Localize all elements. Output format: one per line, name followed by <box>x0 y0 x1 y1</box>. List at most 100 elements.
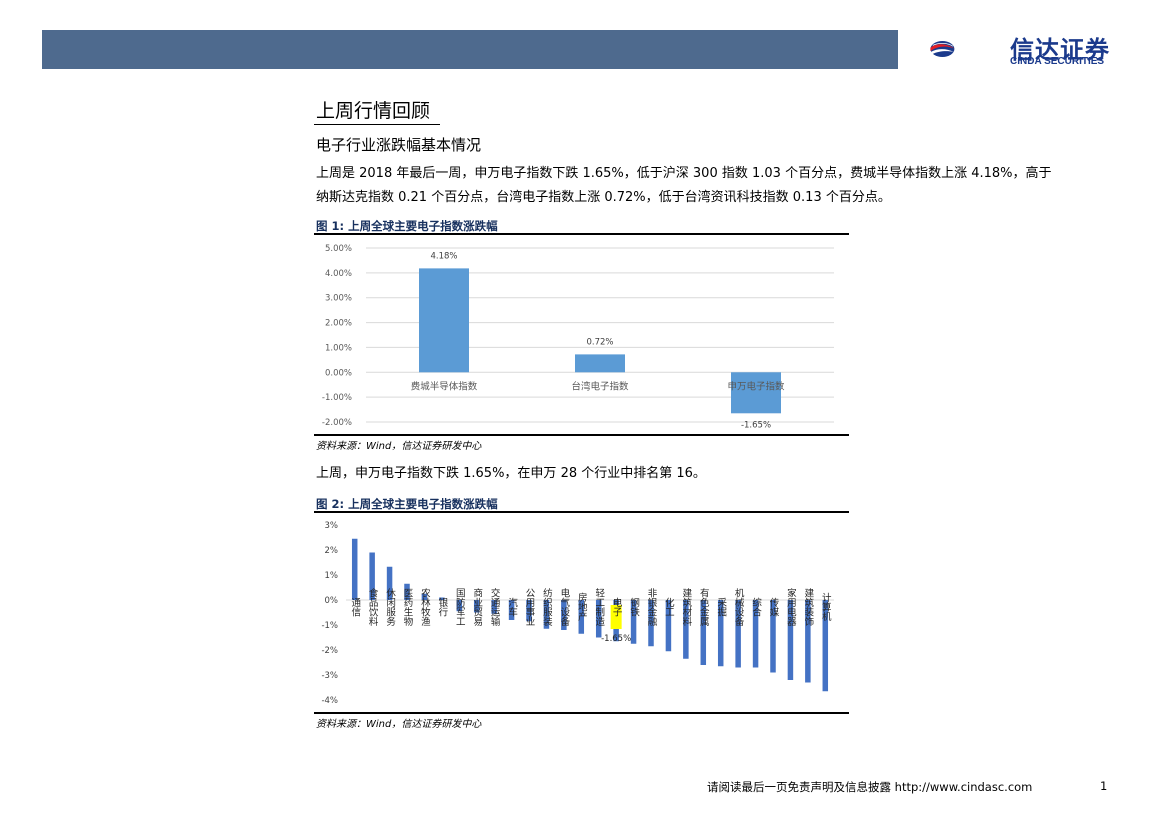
chart-2-bar <box>700 600 707 665</box>
chart-1-ytick-label: -1.00% <box>322 393 352 403</box>
chart-2-category-label: 电气设备 <box>558 587 570 627</box>
chart-2-category-label: 计算机 <box>820 592 832 622</box>
chart-2-bar <box>473 600 480 613</box>
chart-2-bar <box>770 600 776 673</box>
chart-2-data-label: -1.65% <box>601 634 631 644</box>
chart-2-category-label: 医药生物 <box>402 588 414 627</box>
section-title-underline <box>314 124 440 125</box>
chart-2-category-label: 电子 <box>611 597 623 617</box>
chart-2-ytick-label: 0% <box>325 596 339 606</box>
section-title: 上周行情回顾 <box>316 100 431 122</box>
chart-2-category-label: 交通运输 <box>489 587 501 627</box>
chart-1-ytick-label: 0.00% <box>325 368 352 378</box>
chart-2-category-label: 机械设备 <box>733 587 745 627</box>
chart-1-ytick-label: 2.00% <box>325 319 352 329</box>
chart-2-category-label: 有色金属 <box>698 587 710 627</box>
chart-2-bar <box>386 566 393 600</box>
chart-2-bar <box>648 600 654 647</box>
chart-2-bar <box>508 600 515 620</box>
logo-text-cn: 信达证券 <box>1010 36 1110 64</box>
chart-2-bar <box>369 552 375 600</box>
figure-1-source: 资料来源：Wind，信达证券研发中心 <box>316 441 482 452</box>
chart-2-bar <box>630 600 637 644</box>
chart-2-bar <box>543 600 550 629</box>
chart-1-bar <box>419 268 469 373</box>
chart-2-category-label: 传媒 <box>768 597 780 618</box>
chart-1-data-label: 0.72% <box>586 337 613 347</box>
chart-1-ytick-label: 5.00% <box>325 244 352 254</box>
chart-2-category-label: 采掘 <box>715 598 727 618</box>
chart-2-category-label: 国防军工 <box>454 588 466 626</box>
subtitle: 电子行业涨跌幅基本情况 <box>316 136 482 154</box>
figure-2-top-rule <box>314 511 849 513</box>
chart-2-bar <box>351 538 358 600</box>
chart-2-bar <box>665 600 672 652</box>
chart-2-bar <box>787 600 794 680</box>
chart-2-category-label: 建筑装饰 <box>802 587 814 627</box>
chart-2: -4% -3% -2% -1% 0% 1% 2% 3% 通信 食品饮料 休闲服务 医药生物 农林牧渔 银行… <box>321 521 834 706</box>
logo-text-en: CINDA SECURITIES <box>1010 56 1105 67</box>
chart-2-category-label: 建筑材料 <box>680 587 692 627</box>
chart-2-category-label: 轻工制造 <box>593 587 605 627</box>
chart-2-category-label: 食品饮料 <box>367 587 379 627</box>
chart-2-bar <box>404 583 410 600</box>
chart-2-bar <box>822 600 829 692</box>
chart-2-bar <box>735 600 741 668</box>
chart-2-bar <box>805 600 811 683</box>
chart-2-bar <box>561 600 567 630</box>
chart-1-category-label: 申万电子指数 <box>727 380 785 392</box>
chart-2-ytick-label: -1% <box>321 621 338 631</box>
chart-1-ytick-label: 1.00% <box>325 343 352 353</box>
chart-2-bar <box>717 600 724 667</box>
chart-2-category-label: 通信 <box>349 598 361 618</box>
chart-2-bar <box>439 597 445 600</box>
figure-1-bottom-rule <box>314 434 849 436</box>
chart-2-bar <box>752 600 759 668</box>
chart-1-data-label: -1.65% <box>741 420 771 430</box>
chart-1-bar <box>575 354 625 373</box>
chart-1-ytick-label: 3.00% <box>325 294 352 304</box>
chart-2-bar <box>456 600 463 612</box>
figure-1-title: 图 1: 上周全球主要电子指数涨跌幅 <box>316 219 498 233</box>
paragraph-2: 上周，申万电子指数下跌 1.65%，在申万 28 个行业中排名第 16。 <box>316 466 706 481</box>
chart-2-category-label: 汽车 <box>506 597 518 618</box>
figure-2-bottom-rule <box>314 712 849 714</box>
paragraph-line-1: 上周是 2018 年最后一周，申万电子指数下跌 1.65%，低于沪深 300 指… <box>316 166 1052 181</box>
page-number: 1 <box>1100 779 1108 793</box>
chart-2-category-label: 纺织服装 <box>541 587 553 627</box>
chart-2-ytick-label: -4% <box>321 696 338 706</box>
chart-2-category-label: 公用事业 <box>524 588 536 626</box>
chart-1-data-label: 4.18% <box>430 251 457 261</box>
chart-1-category-label: 费城半导体指数 <box>411 380 478 392</box>
chart-2-category-label: 农林牧渔 <box>419 587 431 626</box>
figure-1-top-rule <box>314 233 849 235</box>
chart-2-category-label: 综合 <box>750 597 762 618</box>
figure-2-source: 资料来源：Wind，信达证券研发中心 <box>316 719 482 730</box>
chart-2-highlight-marker <box>610 605 622 629</box>
chart-2-ytick-label: -2% <box>321 646 338 656</box>
header-bar <box>42 30 898 69</box>
chart-2-category-label: 房地产 <box>576 592 588 622</box>
chart-2-bar <box>595 600 602 638</box>
chart-2-ytick-label: -3% <box>321 671 338 681</box>
chart-2-bar <box>491 600 497 614</box>
chart-2-category-label: 化工 <box>663 597 675 617</box>
chart-2-bar <box>421 593 428 600</box>
cinda-logo-icon <box>930 41 955 57</box>
chart-2-category-label: 钢铁 <box>628 597 640 618</box>
chart-2-ytick-label: 3% <box>325 521 339 531</box>
chart-1-category-label: 台湾电子指数 <box>571 380 629 392</box>
chart-2-category-label: 银行 <box>436 597 448 618</box>
chart-2-bar <box>683 600 689 659</box>
chart-1-bar <box>731 372 781 414</box>
chart-2-category-label: 休闲服务 <box>384 587 396 627</box>
paragraph-line-2: 纳斯达克指数 0.21 个百分点，台湾电子指数上涨 0.72%，低于台湾资讯科技… <box>316 190 891 205</box>
chart-2-category-label: 商业贸易 <box>471 587 483 627</box>
chart-2-category-label: 非银金融 <box>646 587 658 627</box>
chart-1-ytick-label: 4.00% <box>325 269 352 279</box>
chart-2-ytick-label: 2% <box>325 546 339 556</box>
chart-1-ytick-label: -2.00% <box>322 418 352 428</box>
chart-2-category-label: 家用电器 <box>785 587 797 626</box>
chart-2-bar <box>526 600 532 622</box>
footer-disclaimer: 请阅读最后一页免责声明及信息披露 http://www.cindasc.com <box>707 780 1033 794</box>
